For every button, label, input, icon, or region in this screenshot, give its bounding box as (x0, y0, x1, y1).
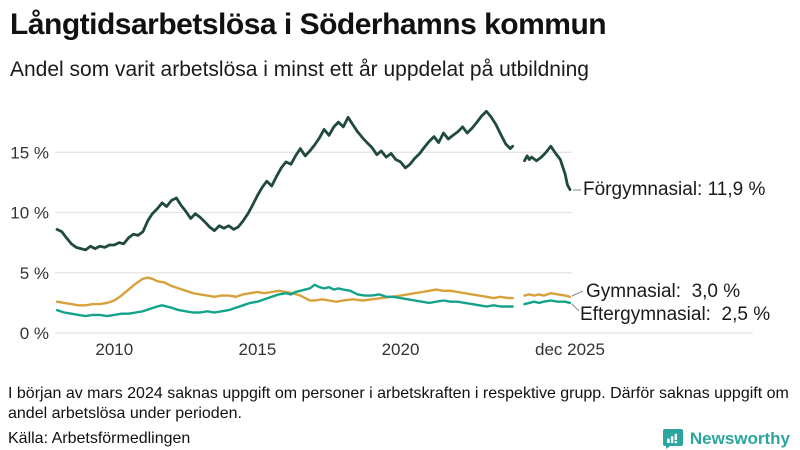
x-axis-tick-labels: 2010 2015 2020 dec 2025 (95, 340, 605, 359)
end-label-connectors (571, 189, 584, 312)
svg-text:5 %: 5 % (20, 264, 49, 283)
end-label-forgymnasial: Förgymnasial: 11,9 % (583, 179, 766, 200)
newsworthy-wordmark: Newsworthy (689, 429, 790, 448)
y-axis-tick-labels: 0 % 5 % 10 % 15 % (10, 143, 49, 343)
svg-text:10 %: 10 % (10, 204, 49, 223)
svg-text:15 %: 15 % (10, 143, 49, 162)
page-title: Långtidsarbetslösa i Söderhamns kommun (10, 8, 607, 41)
svg-text:2015: 2015 (238, 340, 276, 359)
gridlines (55, 151, 753, 334)
newsworthy-logo-icon (662, 429, 683, 449)
svg-text:2020: 2020 (382, 340, 420, 359)
connector-gymnasial (571, 290, 584, 297)
svg-text:0 %: 0 % (20, 324, 49, 343)
footnote: I början av mars 2024 saknas uppgift om … (8, 385, 789, 422)
data-series-lines (55, 109, 572, 318)
end-label-eftergymnasial: Eftergymnasial: 2,5 % (580, 304, 771, 325)
page-subtitle: Andel som varit arbetslösa i minst ett å… (10, 58, 589, 81)
svg-text:dec 2025: dec 2025 (535, 340, 605, 359)
line-chart: 0 % 5 % 10 % 15 % 2010 2015 2020 dec 2025 (10, 109, 753, 359)
end-label-gymnasial: Gymnasial: 3,0 % (586, 281, 741, 302)
connector-eftergymnasial (571, 303, 580, 312)
svg-text:2010: 2010 (95, 340, 133, 359)
source-credit: Källa: Arbetsförmedlingen (8, 430, 191, 447)
newsworthy-brand: Newsworthy (662, 428, 790, 450)
